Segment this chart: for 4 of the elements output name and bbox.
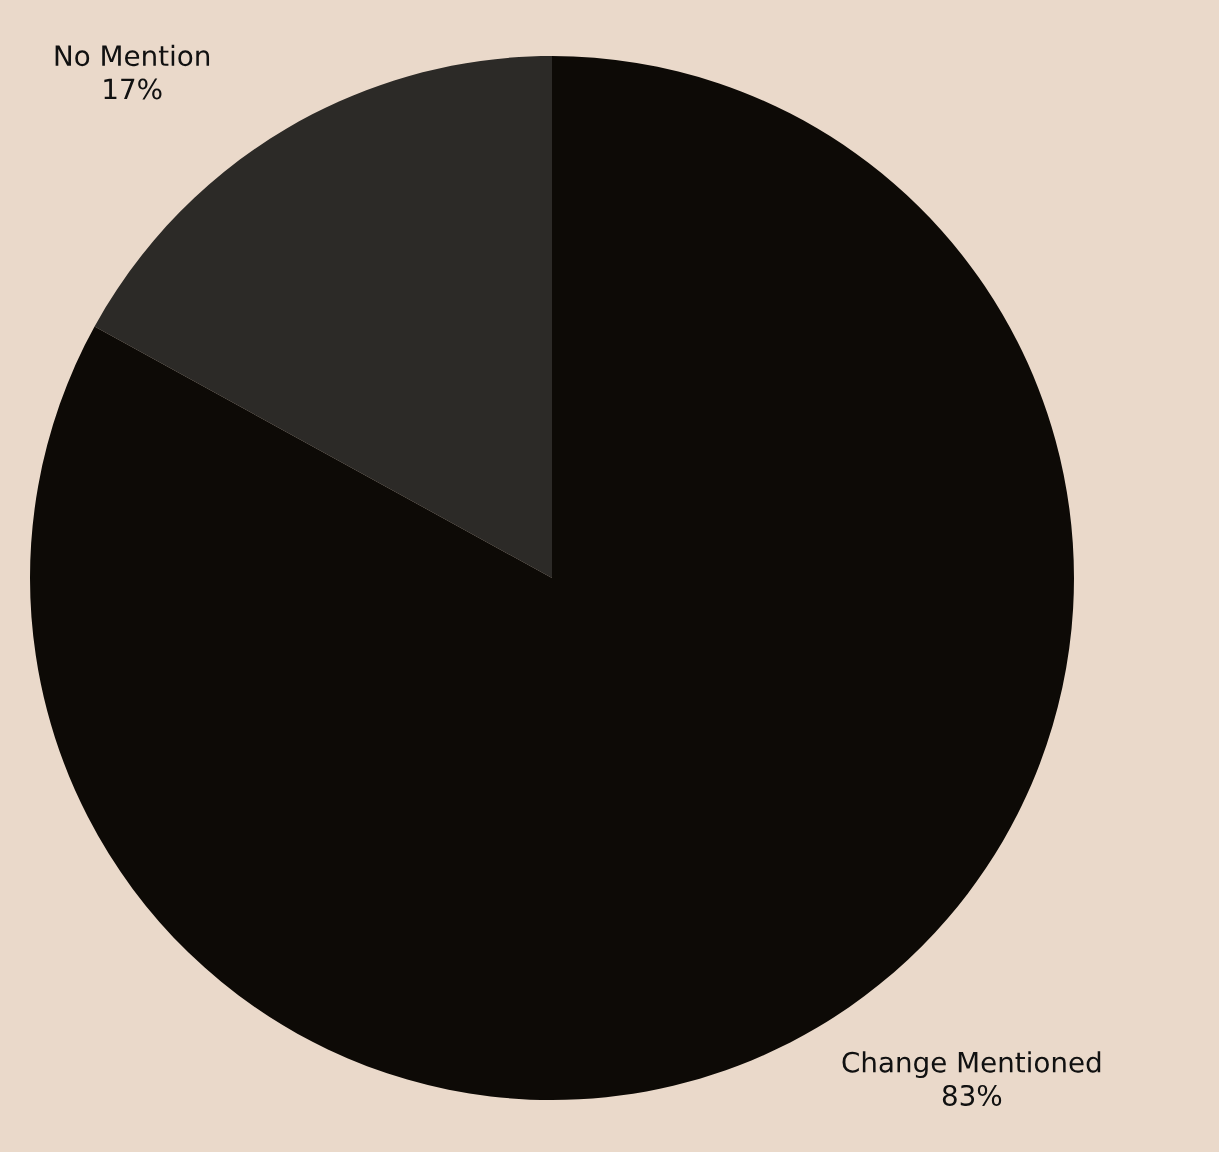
slice-label: No Mention [55, 44, 210, 67]
slice-label: Change Mentioned [842, 1051, 1101, 1079]
data-label: 83% [942, 1084, 1002, 1106]
data-label: 17% [104, 78, 162, 100]
